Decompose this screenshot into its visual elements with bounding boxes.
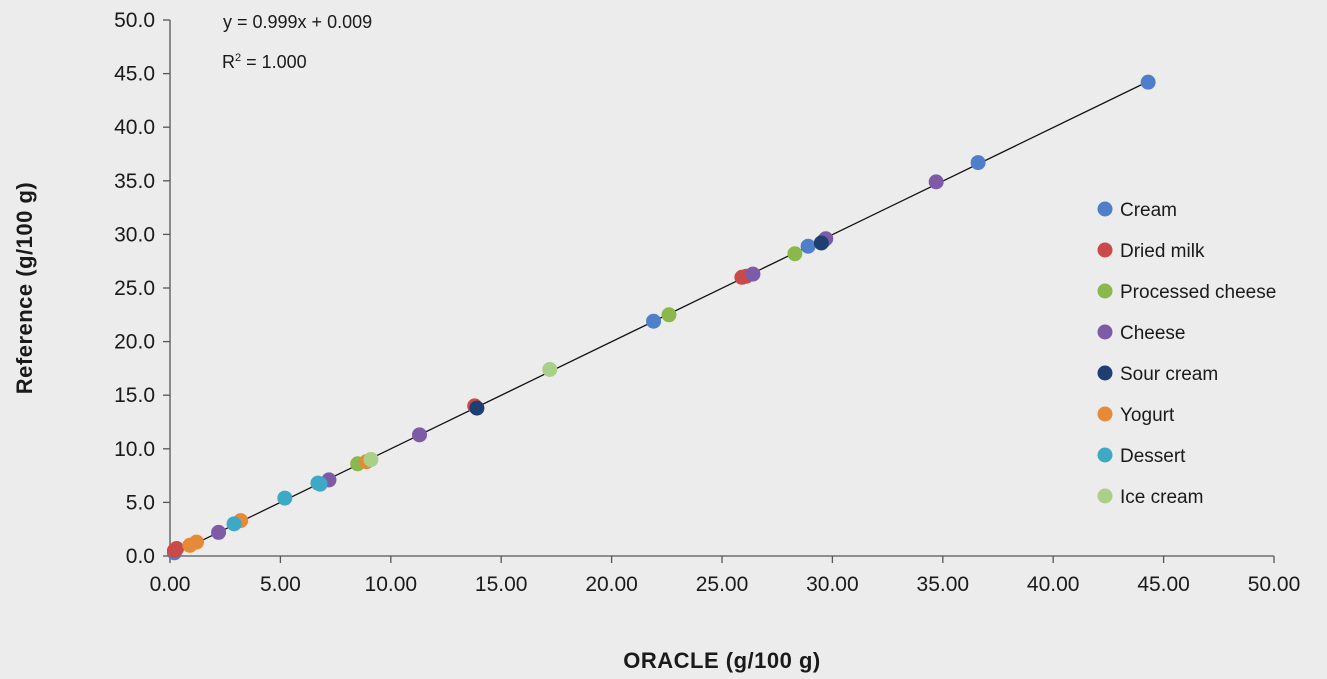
data-point-processed-cheese xyxy=(787,246,803,262)
r-squared-prefix: R xyxy=(222,52,235,72)
r-squared-superscript: 2 xyxy=(235,52,241,64)
x-tick-label: 40.00 xyxy=(1027,573,1080,596)
data-point-dried-milk xyxy=(169,540,185,556)
data-point-dessert xyxy=(277,490,293,506)
r-squared-annotation: R2 = 1.000 xyxy=(222,52,307,72)
legend-marker-processed-cheese xyxy=(1097,283,1113,299)
y-tick-label: 25.0 xyxy=(114,277,155,300)
legend-label-cheese: Cheese xyxy=(1120,323,1186,344)
legend-marker-ice-cream xyxy=(1097,488,1113,504)
data-point-yogurt xyxy=(188,534,204,550)
y-tick-label: 35.0 xyxy=(114,170,155,193)
data-point-dessert xyxy=(312,476,328,492)
x-tick-label: 0.00 xyxy=(150,573,191,596)
x-axis-title: ORACLE (g/100 g) xyxy=(623,648,820,673)
data-point-cream xyxy=(970,155,986,171)
x-tick-label: 5.00 xyxy=(260,573,301,596)
data-point-dessert xyxy=(226,516,242,532)
x-tick-label: 50.00 xyxy=(1248,573,1301,596)
r-squared-value: = 1.000 xyxy=(241,52,307,72)
y-axis-title: Reference (g/100 g) xyxy=(12,182,37,394)
y-tick-label: 5.0 xyxy=(126,491,155,514)
legend-label-dried-milk: Dried milk xyxy=(1120,241,1205,262)
data-point-cheese xyxy=(211,524,227,540)
legend-label-processed-cheese: Processed cheese xyxy=(1120,282,1276,303)
legend-marker-cream xyxy=(1097,201,1113,217)
data-point-ice-cream xyxy=(542,361,558,377)
legend-marker-dessert xyxy=(1097,447,1113,463)
legend-label-yogurt: Yogurt xyxy=(1120,405,1175,426)
x-tick-label: 45.00 xyxy=(1137,573,1190,596)
data-point-cheese xyxy=(412,427,428,443)
x-tick-label: 20.00 xyxy=(585,573,638,596)
equation-annotation: y = 0.999x + 0.009 xyxy=(223,12,372,32)
x-tick-label: 10.00 xyxy=(365,573,418,596)
data-point-ice-cream xyxy=(363,452,379,468)
legend-label-ice-cream: Ice cream xyxy=(1120,487,1203,508)
data-point-cheese xyxy=(745,266,761,282)
x-ticks: 0.00 5.00 10.00 15.00 20.00 25.00 30.00 35.00 40… xyxy=(150,556,1301,596)
data-point-cream xyxy=(800,238,816,254)
legend-marker-yogurt xyxy=(1097,406,1113,422)
y-tick-label: 20.0 xyxy=(114,331,155,354)
legend-marker-cheese xyxy=(1097,324,1113,340)
legend-marker-sour-cream xyxy=(1097,365,1113,381)
data-point-sour-cream xyxy=(813,235,829,251)
y-tick-label: 45.0 xyxy=(114,63,155,86)
y-tick-label: 10.0 xyxy=(114,438,155,461)
x-tick-label: 30.00 xyxy=(806,573,859,596)
y-tick-label: 50.0 xyxy=(114,9,155,32)
data-point-cheese xyxy=(928,174,944,190)
points-layer xyxy=(166,74,1156,561)
x-tick-label: 25.00 xyxy=(696,573,749,596)
legend-label-sour-cream: Sour cream xyxy=(1120,364,1218,385)
legend-label-dessert: Dessert xyxy=(1120,446,1186,467)
y-tick-label: 40.0 xyxy=(114,116,155,139)
data-point-cream xyxy=(646,313,662,329)
x-tick-label: 15.00 xyxy=(475,573,528,596)
y-tick-label: 30.0 xyxy=(114,223,155,246)
x-tick-label: 35.00 xyxy=(917,573,970,596)
data-point-processed-cheese xyxy=(661,307,677,323)
y-ticks: 0.0 5.0 10.0 15.0 20.0 25.0 30.0 35.0 40.0 45.0 50… xyxy=(114,9,170,568)
data-point-sour-cream xyxy=(469,400,485,416)
legend: Cream Dried milk Processed cheese Cheese Sou… xyxy=(1097,200,1276,508)
data-point-cream xyxy=(1140,74,1156,90)
legend-marker-dried-milk xyxy=(1097,242,1113,258)
legend-label-cream: Cream xyxy=(1120,200,1177,221)
y-tick-label: 0.0 xyxy=(126,545,155,568)
y-tick-label: 15.0 xyxy=(114,384,155,407)
